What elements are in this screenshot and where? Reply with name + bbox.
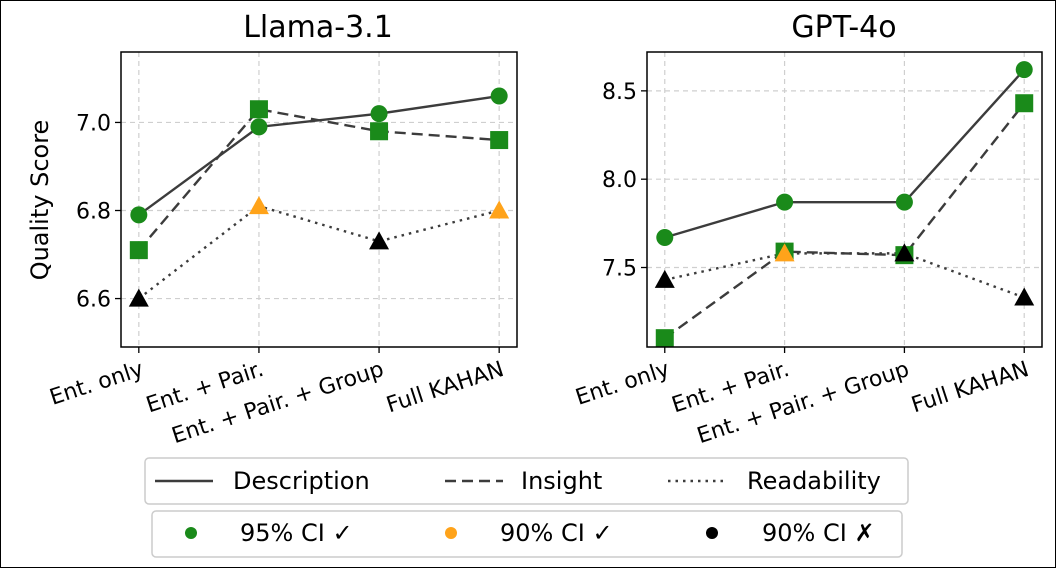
- legend-label-90-fail: 90% CI ✗: [762, 519, 875, 547]
- marker-description: [895, 193, 913, 211]
- legend-box: [144, 457, 909, 505]
- marker-readability: [369, 231, 390, 250]
- legend-dot-90-fail: [706, 527, 718, 539]
- series-line-description: [664, 68, 1026, 239]
- marker-readability: [894, 243, 915, 262]
- legend-box: [151, 510, 903, 558]
- legend-line-styles: Description Insight Readability: [144, 457, 909, 505]
- marker-readability: [1014, 287, 1035, 306]
- marker-readability: [248, 196, 269, 215]
- marker-description: [250, 118, 268, 136]
- panel-title: Llama-3.1: [243, 10, 393, 45]
- legend-label-90: 90% CI ✓: [500, 519, 613, 547]
- legend-label-readability: Readability: [747, 467, 881, 495]
- marker-insight: [129, 241, 148, 260]
- legend-label-95: 95% CI ✓: [240, 519, 353, 547]
- series-line-readability: [138, 204, 500, 300]
- legend-dot-90: [445, 527, 457, 539]
- marker-readability: [654, 269, 675, 288]
- series-markers: [128, 87, 510, 307]
- y-tick-label: 7.0: [76, 111, 111, 136]
- marker-insight: [1015, 94, 1034, 113]
- marker-insight: [490, 131, 509, 150]
- series-lines: [137, 94, 500, 300]
- y-tick-label: 6.8: [76, 200, 111, 225]
- y-tick-label: 8.5: [602, 80, 637, 105]
- marker-description: [1015, 61, 1033, 79]
- marker-insight: [655, 329, 674, 348]
- series-lines: [664, 68, 1026, 340]
- y-tick-label: 6.6: [76, 288, 111, 313]
- axes-frame: [646, 51, 1043, 348]
- marker-description: [656, 228, 674, 246]
- legend-label-insight: Insight: [521, 467, 602, 495]
- series-markers: [654, 61, 1035, 348]
- y-tick-label: 7.5: [602, 257, 637, 282]
- marker-description: [776, 193, 794, 211]
- marker-description: [490, 87, 508, 105]
- marker-description: [370, 105, 388, 123]
- marker-insight: [249, 100, 268, 119]
- marker-readability: [774, 243, 795, 262]
- marker-readability: [128, 288, 149, 307]
- legend-dot-95: [185, 527, 197, 539]
- legend-label-description: Description: [233, 467, 370, 495]
- series-line-readability: [664, 252, 1025, 299]
- series-line-insight: [664, 102, 1026, 340]
- y-axis-label: Quality Score: [26, 120, 54, 281]
- axes-frame: [120, 51, 518, 348]
- legend-significance: 95% CI ✓ 90% CI ✓ 90% CI ✗: [151, 510, 903, 558]
- panel-title: GPT-4o: [791, 10, 896, 45]
- series-line-insight: [137, 107, 500, 251]
- marker-description: [130, 206, 148, 224]
- y-tick-label: 8.0: [602, 168, 637, 193]
- marker-readability: [489, 200, 510, 219]
- marker-insight: [370, 122, 389, 141]
